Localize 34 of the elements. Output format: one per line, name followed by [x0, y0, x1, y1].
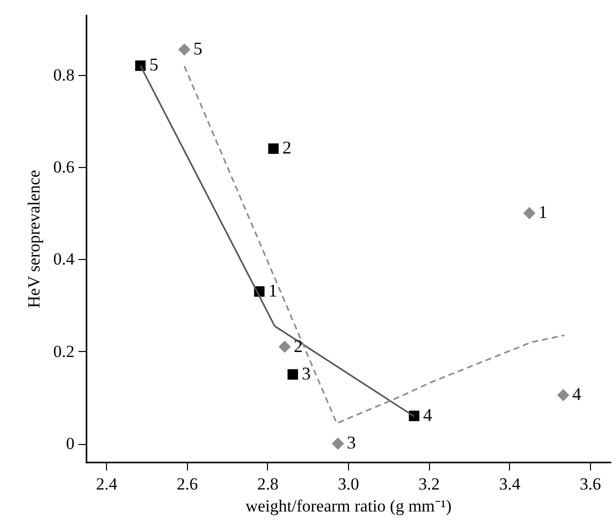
x-tick-label: 3.4	[499, 474, 521, 494]
x-tick-label: 3.2	[418, 474, 440, 494]
x-tick-label: 2.4	[96, 474, 118, 494]
point	[288, 369, 298, 380]
y-tick-label: 0.2	[53, 342, 74, 361]
y-tick-label: 0.4	[53, 250, 75, 269]
x-tick-label: 2.8	[257, 474, 279, 494]
point	[135, 60, 146, 71]
x-axis-title: weight/forearm ratio (g mm⁻¹)	[245, 496, 452, 516]
annotation: 3	[346, 432, 356, 453]
x-tick-label: 3.0	[338, 474, 360, 494]
annotation: 3	[302, 363, 311, 384]
annotation: 1	[268, 280, 278, 300]
annotation: 1	[538, 202, 548, 222]
y-tick-label: 0.8	[53, 65, 74, 84]
annotation: 4	[423, 404, 432, 425]
x-tick-label: 2.6	[176, 474, 198, 494]
annotation: 5	[149, 54, 158, 75]
y-axis-title: HeV seroprevalence	[24, 170, 44, 308]
line-series	[184, 65, 566, 424]
annotation: 4	[572, 384, 582, 404]
point	[408, 410, 420, 422]
annotation: 5	[193, 38, 202, 59]
point	[557, 389, 570, 402]
point	[278, 340, 291, 353]
annotation: 2	[294, 336, 303, 356]
annotation: 2	[282, 138, 292, 158]
point	[523, 207, 536, 220]
point	[332, 437, 344, 450]
y-tick-label: 0	[66, 434, 74, 454]
point	[268, 143, 279, 154]
x-tick-label: 3.6	[580, 474, 601, 494]
point	[178, 43, 190, 56]
y-tick-label: 0.6	[53, 158, 74, 177]
